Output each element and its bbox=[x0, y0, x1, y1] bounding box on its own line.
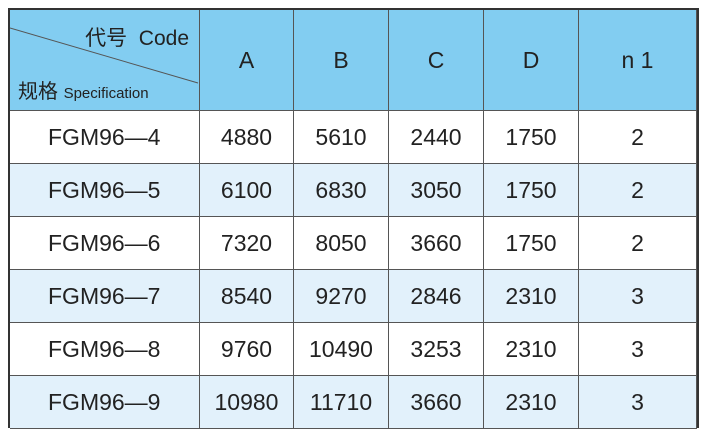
model-cell: FGM96—9 bbox=[10, 376, 200, 429]
spec-label: 规格 bbox=[18, 81, 58, 103]
value-cell: 1750 bbox=[484, 164, 579, 217]
value-cell: 7320 bbox=[200, 217, 294, 270]
column-header: C bbox=[389, 10, 484, 111]
value-cell: 11710 bbox=[294, 376, 389, 429]
value-cell: 8050 bbox=[294, 217, 389, 270]
value-cell: 5610 bbox=[294, 111, 389, 164]
value-cell: 2310 bbox=[484, 323, 579, 376]
value-cell: 2 bbox=[579, 217, 697, 270]
value-cell: 3 bbox=[579, 270, 697, 323]
value-cell: 6100 bbox=[200, 164, 294, 217]
model-cell: FGM96—5 bbox=[10, 164, 200, 217]
value-cell: 3 bbox=[579, 323, 697, 376]
value-cell: 1750 bbox=[484, 217, 579, 270]
value-cell: 9760 bbox=[200, 323, 294, 376]
value-cell: 2 bbox=[579, 164, 697, 217]
value-cell: 3660 bbox=[389, 376, 484, 429]
value-cell: 2 bbox=[579, 111, 697, 164]
code-label: 代号 bbox=[85, 27, 128, 50]
column-header: D bbox=[484, 10, 579, 111]
value-cell: 3660 bbox=[389, 217, 484, 270]
code-header: 代号 Code bbox=[85, 22, 189, 52]
value-cell: 6830 bbox=[294, 164, 389, 217]
spec-header: 规格 Specification bbox=[18, 75, 149, 104]
value-cell: 10490 bbox=[294, 323, 389, 376]
column-header: A bbox=[200, 10, 294, 111]
value-cell: 2310 bbox=[484, 376, 579, 429]
value-cell: 2440 bbox=[389, 111, 484, 164]
value-cell: 10980 bbox=[200, 376, 294, 429]
column-header: B bbox=[294, 10, 389, 111]
value-cell: 8540 bbox=[200, 270, 294, 323]
model-cell: FGM96—8 bbox=[10, 323, 200, 376]
model-cell: FGM96—6 bbox=[10, 217, 200, 270]
value-cell: 3 bbox=[579, 376, 697, 429]
diagonal bbox=[10, 27, 199, 84]
code-text: Code bbox=[138, 27, 189, 50]
model-cell: FGM96—4 bbox=[10, 111, 200, 164]
model-cell: FGM96—7 bbox=[10, 270, 200, 323]
value-cell: 1750 bbox=[484, 111, 579, 164]
spec-text: Specification bbox=[63, 85, 149, 102]
value-cell: 4880 bbox=[200, 111, 294, 164]
value-cell: 3253 bbox=[389, 323, 484, 376]
value-cell: 9270 bbox=[294, 270, 389, 323]
value-cell: 2846 bbox=[389, 270, 484, 323]
value-cell: 3050 bbox=[389, 164, 484, 217]
header-corner: 代号 Code 规格 Specification bbox=[10, 10, 200, 111]
value-cell: 2310 bbox=[484, 270, 579, 323]
column-header: n 1 bbox=[579, 10, 697, 111]
